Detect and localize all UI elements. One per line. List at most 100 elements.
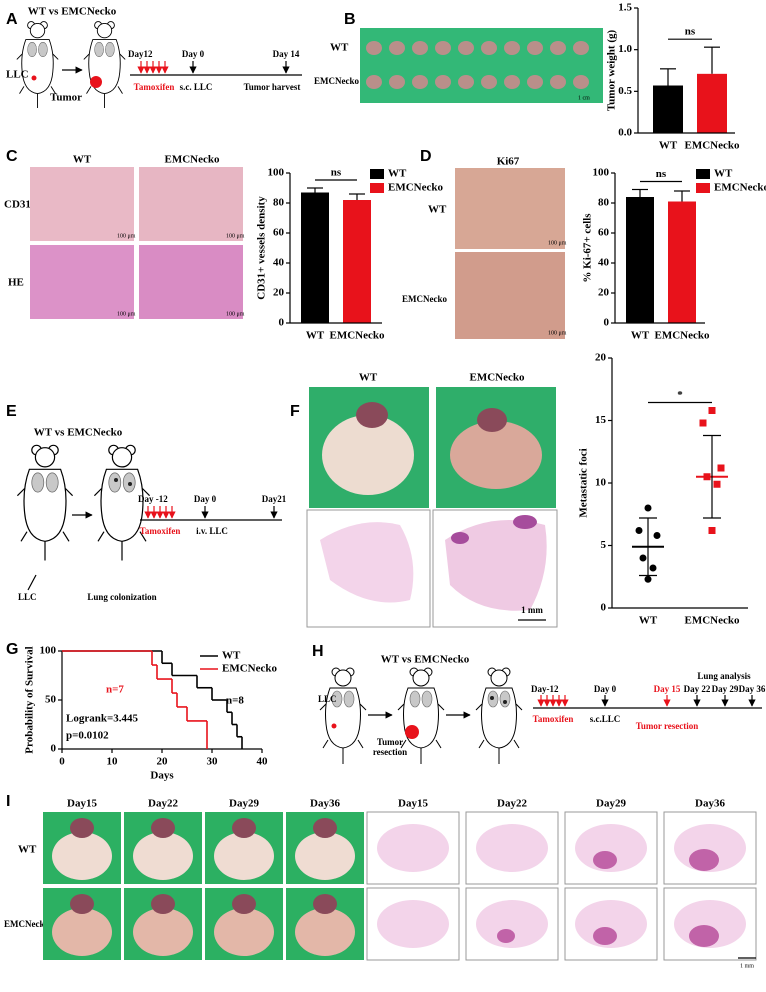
row-label: EMCNecko (314, 76, 359, 86)
column-label: Day15 (398, 798, 428, 810)
y-tick-label: 100 (40, 645, 57, 657)
heart (313, 818, 337, 838)
panel-letter: F (290, 403, 300, 420)
annotation: n=7 (106, 684, 124, 696)
tumor (405, 725, 419, 739)
scale-label: 1 cm (578, 95, 590, 101)
column-label: Day29 (596, 798, 626, 810)
pointer (27, 574, 37, 591)
event-label: Tamoxifen (134, 82, 175, 92)
tumor (481, 41, 497, 55)
group-label: WT vs EMCNecko (34, 427, 123, 439)
row-label: EMCNecko (4, 919, 49, 929)
lung (52, 908, 112, 956)
tumor (527, 41, 543, 55)
scale-label: 1 mm (740, 963, 754, 969)
y-axis-label: CD31+ vessels density (256, 196, 268, 300)
legend-label: EMCNecko (388, 182, 443, 194)
tumor (366, 75, 382, 89)
tissue (320, 522, 414, 603)
tumor (573, 75, 589, 89)
tumor (481, 75, 497, 89)
lung (450, 421, 542, 489)
day-label: Day 15 (654, 684, 681, 694)
scale-label: 100 μm (226, 233, 245, 239)
day-label: Day 14 (273, 49, 300, 59)
metastasis (689, 925, 719, 947)
panel-letter: G (6, 641, 18, 658)
x-tick-label: 30 (207, 756, 219, 768)
panel-letter: C (6, 148, 18, 165)
event-label: Tamoxifen (140, 526, 181, 536)
heart (70, 818, 94, 838)
bar (668, 201, 696, 323)
significance-label: ns (685, 26, 696, 38)
heart (151, 818, 175, 838)
bar (301, 192, 329, 323)
data-point (717, 464, 725, 472)
heart (313, 894, 337, 914)
row-label: CD31 (4, 199, 31, 211)
row-label: EMCNecko (402, 294, 447, 304)
panel-letter: H (312, 643, 324, 660)
metastasis (503, 700, 507, 704)
column-label: Day22 (148, 798, 178, 810)
legend-label: EMCNecko (714, 182, 766, 194)
bar (626, 197, 654, 323)
y-axis-label: Probability of Survival (24, 646, 36, 753)
lung (322, 415, 414, 495)
tumor-photo (360, 28, 603, 103)
resection-label: Tumor (377, 737, 403, 747)
lung (52, 832, 112, 880)
lung (133, 832, 193, 880)
cell-injection (31, 75, 37, 81)
heart (477, 408, 507, 432)
y-tick-label: 60 (598, 227, 610, 239)
x-tick-label: WT (631, 330, 650, 342)
y-axis-label: Tumor weight (g) (606, 30, 618, 112)
tumor-label: Tumor (50, 92, 82, 104)
y-tick-label: 80 (598, 197, 610, 209)
column-label: Day22 (497, 798, 527, 810)
micrograph (455, 252, 565, 339)
y-tick-label: 40 (598, 257, 610, 269)
legend-label: WT (714, 168, 733, 180)
legend-label: WT (388, 168, 407, 180)
data-point (708, 527, 716, 534)
panel-letter: D (420, 148, 432, 165)
tissue (476, 900, 548, 948)
scale-label: 100 μm (548, 330, 567, 336)
stain-label: Ki67 (497, 156, 520, 168)
row-label: WT (428, 204, 447, 216)
data-point (639, 554, 647, 562)
data-point (644, 575, 652, 583)
column-label: Day29 (229, 798, 259, 810)
annotation: Logrank=3.445 (66, 713, 138, 725)
cell-label: LLC (318, 694, 337, 704)
x-tick-label: EMCNecko (685, 140, 740, 152)
outcome-label: Lung colonization (87, 592, 156, 602)
significance-label: ns (656, 168, 667, 180)
y-tick-label: 1.0 (618, 43, 632, 55)
y-tick-label: 0.0 (618, 127, 632, 139)
y-tick-label: 100 (593, 167, 610, 179)
tissue (377, 900, 449, 948)
x-tick-label: 20 (157, 756, 169, 768)
legend-label: WT (222, 650, 241, 662)
x-tick-label: EMCNecko (685, 615, 740, 627)
row-label: HE (8, 277, 24, 289)
day-label: Day -12 (138, 494, 168, 504)
tumor (458, 41, 474, 55)
x-tick-label: 0 (59, 756, 65, 768)
y-tick-label: 80 (273, 197, 285, 209)
y-tick-label: 20 (595, 352, 607, 364)
lung (133, 908, 193, 956)
lung (295, 832, 355, 880)
mouse-icon (16, 444, 74, 562)
heart (232, 894, 256, 914)
event-label: s.c.LLC (590, 714, 621, 724)
x-tick-label: WT (306, 330, 325, 342)
event-label: Tumor harvest (244, 82, 301, 92)
legend-swatch (696, 169, 710, 179)
